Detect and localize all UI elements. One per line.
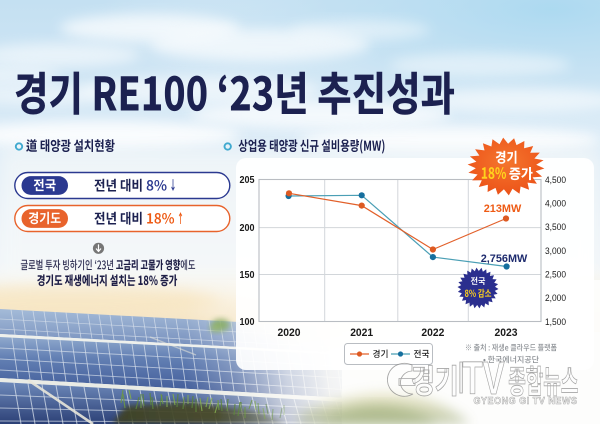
- svg-text:200: 200: [240, 223, 255, 234]
- svg-text:3,500: 3,500: [545, 222, 566, 233]
- svg-text:2,000: 2,000: [545, 293, 566, 304]
- svg-text:2022: 2022: [421, 327, 444, 339]
- svg-text:213MW: 213MW: [484, 203, 522, 215]
- svg-text:1,500: 1,500: [545, 317, 566, 328]
- svg-text:GYEONG GI TV NEWS: GYEONG GI TV NEWS: [474, 396, 578, 407]
- svg-text:3,000: 3,000: [545, 246, 566, 257]
- svg-text:4,500: 4,500: [545, 175, 566, 186]
- svg-text:TV: TV: [463, 352, 505, 404]
- svg-text:2,500: 2,500: [545, 270, 566, 281]
- svg-text:2021: 2021: [350, 327, 373, 339]
- svg-text:205: 205: [240, 175, 255, 186]
- svg-text:100: 100: [240, 317, 255, 328]
- svg-text:2,756MW: 2,756MW: [481, 253, 528, 265]
- svg-text:2020: 2020: [278, 327, 301, 339]
- svg-text:2023: 2023: [495, 327, 518, 339]
- svg-text:4,000: 4,000: [545, 199, 566, 210]
- svg-text:150: 150: [240, 270, 255, 281]
